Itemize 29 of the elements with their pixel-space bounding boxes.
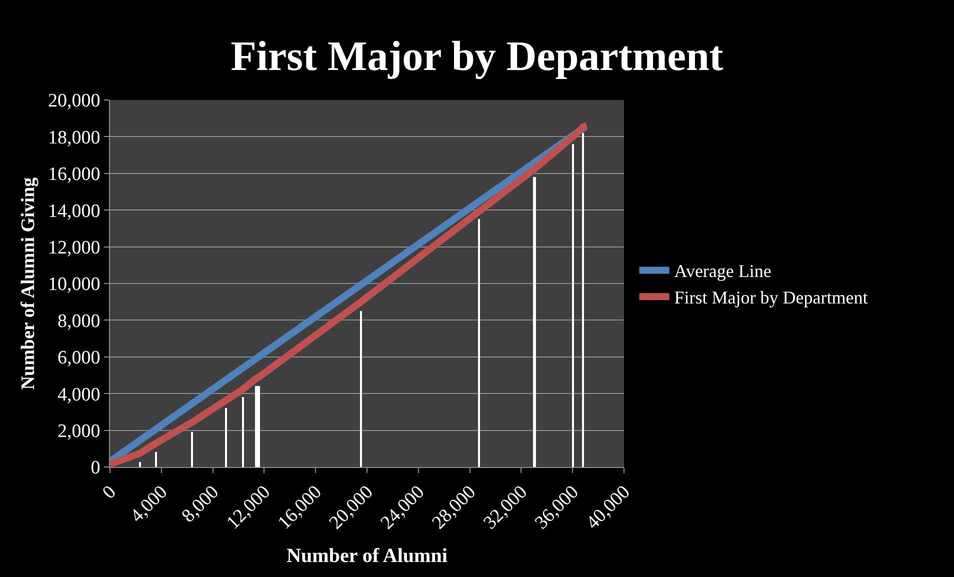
x-axis-title: Number of Alumni [286, 545, 448, 567]
bar [139, 462, 141, 467]
bar [478, 219, 480, 467]
bar [191, 432, 193, 467]
bar [582, 133, 584, 467]
y-tick-label: 2,000 [57, 420, 100, 442]
bar [258, 386, 260, 467]
bar [225, 408, 227, 467]
y-tick-label: 14,000 [48, 200, 100, 222]
y-tick-label: 6,000 [57, 348, 100, 369]
bar [533, 177, 536, 467]
bar [242, 397, 244, 467]
y-tick-label: 16,000 [48, 164, 100, 186]
y-tick-label: 18,000 [48, 127, 100, 148]
bar [255, 386, 258, 467]
y-tick-label: 20,000 [48, 90, 100, 112]
y-tick-label: 8,000 [57, 310, 100, 332]
y-tick-label: 10,000 [48, 274, 100, 296]
bar [360, 311, 362, 467]
legend-label: First Major by Department [674, 288, 868, 308]
y-tick-label: 0 [90, 458, 100, 479]
y-tick-label: 12,000 [48, 237, 100, 258]
chart-title: First Major by Department [230, 34, 724, 80]
bar [155, 452, 157, 467]
legend-label: Average Line [674, 261, 772, 282]
x-tick-label: 0 [98, 482, 120, 504]
bar [572, 144, 574, 467]
y-axis-title: Number of Alumni Giving [18, 176, 39, 390]
y-tick-label: 4,000 [57, 384, 100, 406]
